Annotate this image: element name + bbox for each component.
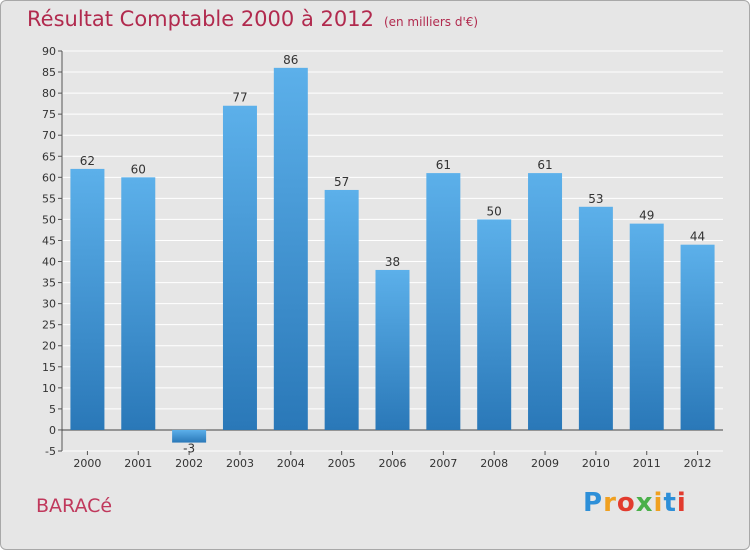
bar-2004 [273,67,308,430]
logo-letter: i [653,488,664,518]
logo-letter: i [676,488,687,518]
x-tick-label: 2012 [684,457,712,470]
bar-2012 [680,244,715,430]
y-tick-label: 45 [42,234,56,247]
x-tick-label: 2004 [277,457,305,470]
data-label-2011: 49 [639,209,654,223]
y-tick-label: 30 [42,298,56,311]
bar-2000 [70,168,105,430]
bar-2007 [426,173,461,430]
y-tick-label: 40 [42,256,56,269]
x-tick-label: 2002 [175,457,203,470]
y-tick-label: -5 [45,445,56,458]
logo-letter: t [663,488,677,518]
bar-2003 [222,105,257,430]
chart-subtitle: (en milliers d'€) [383,15,479,29]
bar-2009 [528,173,563,430]
commune-name: BARACé [36,495,113,517]
x-tick-label: 2007 [429,457,457,470]
bar-2001 [121,177,156,430]
y-tick-label: 65 [42,150,56,163]
y-tick-label: 80 [42,87,56,100]
y-tick-label: 75 [42,108,56,121]
y-tick-label: 20 [42,340,56,353]
y-tick-label: 5 [49,403,56,416]
data-label-2000: 62 [80,154,95,168]
data-label-2007: 61 [436,158,451,172]
y-tick-label: 0 [49,424,56,437]
bar-2006 [375,269,410,430]
x-tick-label: 2006 [379,457,407,470]
x-tick-label: 2001 [124,457,152,470]
logo-letter: r [603,488,617,518]
y-tick-label: 70 [42,129,56,142]
y-tick-label: 35 [42,277,56,290]
data-label-2005: 57 [334,175,349,189]
x-tick-label: 2011 [633,457,661,470]
y-tick-label: 90 [42,45,56,58]
y-tick-label: 55 [42,192,56,205]
data-label-2010: 53 [588,192,603,206]
data-label-2008: 50 [487,204,502,218]
logo-letter: o [616,488,636,518]
x-tick-label: 2005 [328,457,356,470]
x-tick-label: 2003 [226,457,254,470]
y-tick-label: 15 [42,361,56,374]
proxiti-logo: Proxiti [583,488,687,518]
x-tick-label: 2009 [531,457,559,470]
chart-title-text: Résultat Comptable 2000 à 2012 [27,7,374,31]
bars [70,67,715,443]
data-label-2012: 44 [690,230,705,244]
y-tick-label: 25 [42,319,56,332]
data-label-2002: -3 [183,442,195,456]
bar-2011 [629,223,664,430]
bar-2008 [477,219,512,430]
data-label-2006: 38 [385,255,400,269]
bar-2010 [578,206,613,430]
chart-title: Résultat Comptable 2000 à 2012 (en millie… [27,7,478,31]
data-labels: 62 60 -3 77 86 57 38 61 50 61 53 49 44 [80,53,705,456]
data-label-2009: 61 [537,158,552,172]
axes: -5 0 5 10 15 20 25 30 35 40 45 50 55 60 65 70 75 80 85 90 20… [42,45,723,470]
y-tick-label: 10 [42,382,56,395]
bar-2005 [324,189,359,430]
data-label-2003: 77 [232,91,247,105]
logo-letter: x [635,488,654,518]
y-tick-label: 50 [42,213,56,226]
x-tick-label: 2000 [73,457,101,470]
x-tick-label: 2010 [582,457,610,470]
data-label-2001: 60 [131,162,146,176]
data-label-2004: 86 [283,53,298,67]
x-tick-label: 2008 [480,457,508,470]
y-tick-label: 60 [42,171,56,184]
logo-letter: P [583,488,604,518]
y-tick-label: 85 [42,66,56,79]
bar-2002 [172,429,207,443]
